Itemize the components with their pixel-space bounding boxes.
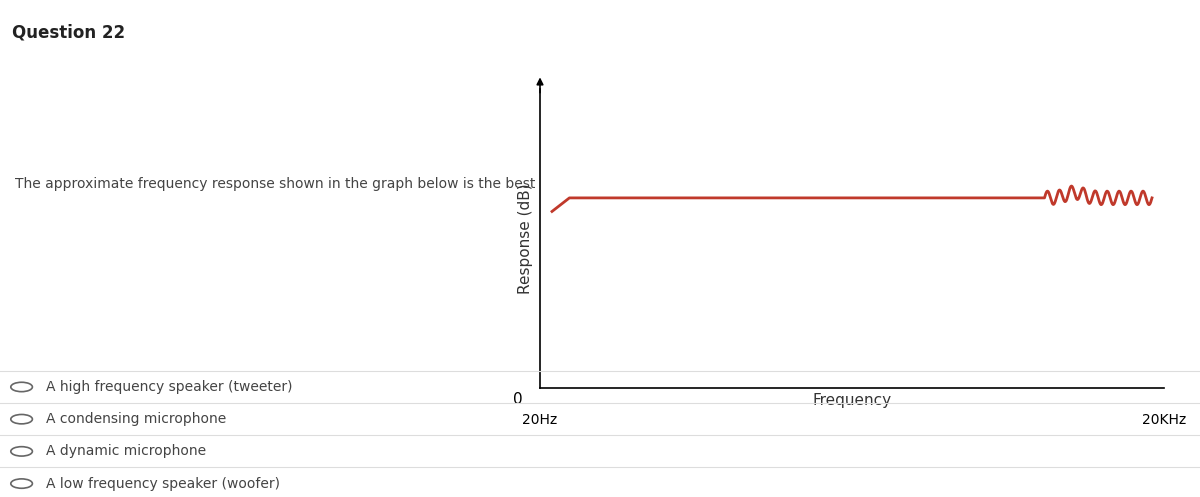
X-axis label: Frequency: Frequency <box>812 393 892 408</box>
Y-axis label: Response (dB): Response (dB) <box>518 183 533 294</box>
Text: 20KHz: 20KHz <box>1142 414 1186 427</box>
Text: A high frequency speaker (tweeter): A high frequency speaker (tweeter) <box>46 380 292 394</box>
Text: The approximate frequency response shown in the graph below is the best match fo: The approximate frequency response shown… <box>16 177 829 191</box>
Text: 20Hz: 20Hz <box>522 414 558 427</box>
Text: 0: 0 <box>514 392 523 407</box>
Text: A low frequency speaker (woofer): A low frequency speaker (woofer) <box>46 477 280 491</box>
Text: A condensing microphone: A condensing microphone <box>46 412 226 426</box>
Text: Question 22: Question 22 <box>12 24 125 42</box>
Text: A dynamic microphone: A dynamic microphone <box>46 444 205 458</box>
